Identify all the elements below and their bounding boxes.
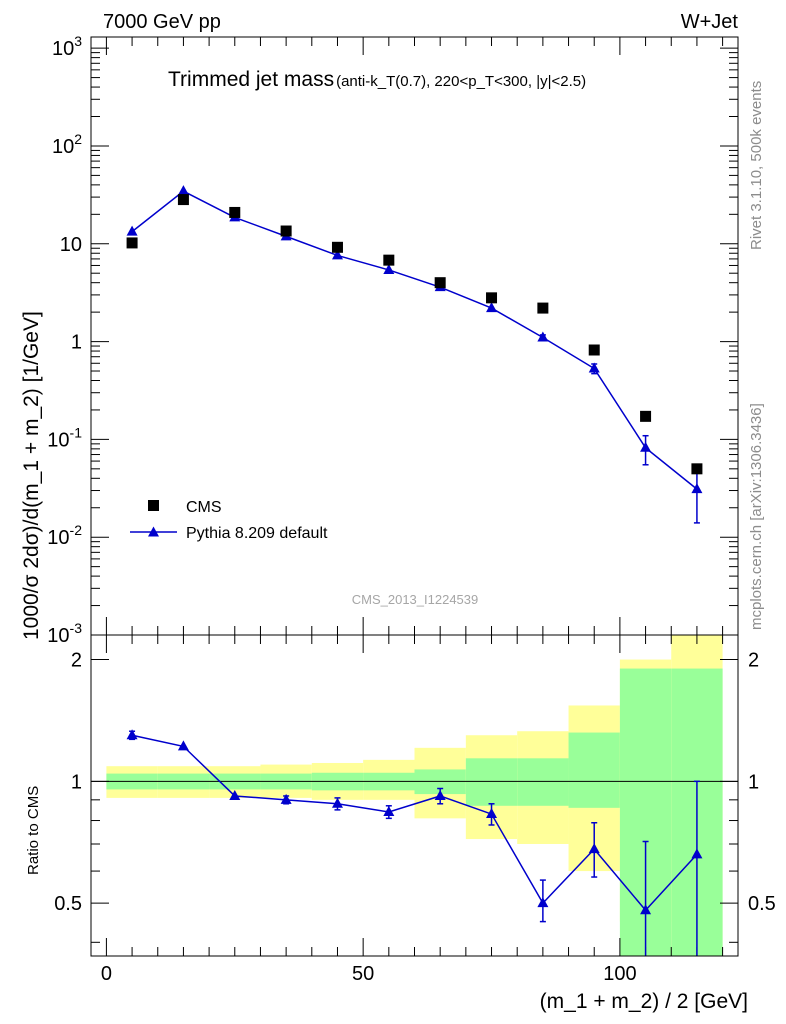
ratio-pythia-point (434, 789, 446, 800)
pythia-point (486, 302, 498, 313)
pythia-point (691, 483, 703, 494)
ratio-pythia-point (177, 740, 189, 751)
legend-marker-cms (148, 500, 159, 511)
main-y-tick-label: 10-2 (47, 522, 82, 549)
legend-label-pythia: Pythia 8.209 default (186, 525, 328, 542)
x-tick-label: 100 (603, 963, 636, 985)
ratio-pythia-line (131, 734, 698, 912)
cms-point (486, 292, 498, 304)
band-inner-bin (568, 732, 620, 808)
main-y-tick-label: 102 (52, 131, 82, 158)
cms-point (229, 206, 241, 218)
ratio-y-tick-label-right: 0.5 (748, 893, 776, 915)
ratio-pythia-point (280, 793, 292, 804)
main-y-tick-label: 10 (60, 234, 82, 256)
x-tick-label: 50 (352, 963, 374, 985)
pythia-point (177, 185, 189, 196)
plot-title-detail: (anti-k_T(0.7), 220<p_T<300, |y|<2.5) (336, 73, 586, 90)
ratio-pythia-point (126, 729, 138, 740)
pythia-point (126, 225, 138, 236)
ratio-pythia-point (640, 904, 652, 915)
main-y-tick-label: 10-1 (47, 424, 82, 451)
main-y-tick-label: 10-3 (47, 620, 82, 647)
plot-title-main: Trimmed jet mass (168, 68, 334, 91)
ratio-pythia-point (383, 805, 395, 816)
rivet-version-label: Rivet 3.1.10, 500k events (748, 81, 765, 250)
main-panel-ticks: 10-3 10-2 10-1 1 10 102 103 (47, 33, 738, 647)
pythia-point (588, 362, 600, 373)
cms-point (537, 302, 549, 314)
ratio-y-tick-label-left: 1 (71, 771, 82, 793)
ratio-y-tick-label-left: 0.5 (54, 893, 82, 915)
analysis-watermark: CMS_2013_I1224539 (352, 592, 479, 607)
main-panel-series (126, 185, 703, 524)
ratio-pythia-point (229, 789, 241, 800)
pythia-line (131, 190, 698, 490)
pythia-point (640, 441, 652, 452)
main-y-tick-label: 1 (71, 332, 82, 354)
pythia-point (383, 263, 395, 274)
band-inner-bin (517, 758, 569, 806)
header-right-label: W+Jet (681, 11, 739, 33)
ratio-y-tick-label-right: 1 (748, 771, 759, 793)
cms-point (280, 225, 292, 237)
band-inner-bin (465, 758, 518, 806)
ratio-pythia-point (537, 897, 549, 908)
ratio-pythia-point (331, 797, 343, 808)
legend-label-cms: CMS (186, 499, 222, 516)
ratio-y-tick-label-right: 2 (748, 650, 759, 672)
main-y-tick-label: 103 (52, 33, 82, 60)
ratio-panel-series (126, 729, 703, 956)
ratio-pythia-point (486, 808, 498, 819)
main-y-axis-label: 1000/σ 2dσ)/d(m_1 + m_2) [1/GeV] (20, 311, 43, 640)
header-left-label: 7000 GeV pp (103, 11, 221, 33)
cms-point (126, 237, 138, 249)
cms-point (588, 344, 600, 356)
cms-point (331, 241, 343, 253)
ratio-panel-ticks: 0.5 0.5 1 1 2 2 0 50 100 (54, 635, 776, 985)
legend: CMS Pythia 8.209 default (130, 499, 328, 542)
legend-marker-pythia (148, 526, 159, 537)
ratio-uncertainty-bands (91, 635, 738, 956)
x-tick-label: 0 (101, 963, 112, 985)
pythia-point (537, 331, 549, 342)
x-axis-label: (m_1 + m_2) / 2 [GeV] (540, 990, 748, 1013)
cms-point (177, 194, 189, 206)
mcplots-reference-label: mcplots.cern.ch [arXiv:1306.3436] (748, 403, 765, 630)
cms-point (691, 463, 703, 475)
cms-point (640, 410, 652, 422)
ratio-pythia-point (588, 843, 600, 854)
ratio-y-tick-label-left: 2 (71, 650, 82, 672)
pythia-point (331, 249, 343, 260)
ratio-pythia-point (691, 848, 703, 859)
plot-title: Trimmed jet mass (anti-k_T(0.7), 220<p_T<… (168, 68, 586, 91)
ratio-y-axis-label: Ratio to CMS (25, 786, 42, 875)
cms-point (434, 277, 446, 289)
ratio-panel-frame (90, 634, 739, 957)
cms-point (383, 254, 395, 266)
main-panel-frame (90, 36, 739, 636)
